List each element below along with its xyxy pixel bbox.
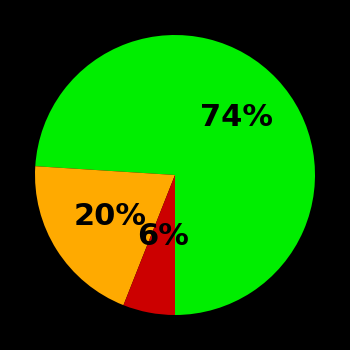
Text: 74%: 74% [200, 103, 273, 132]
Text: 20%: 20% [74, 202, 147, 231]
Text: 6%: 6% [137, 222, 189, 251]
Wedge shape [124, 175, 175, 315]
Wedge shape [35, 166, 175, 305]
Wedge shape [35, 35, 315, 315]
